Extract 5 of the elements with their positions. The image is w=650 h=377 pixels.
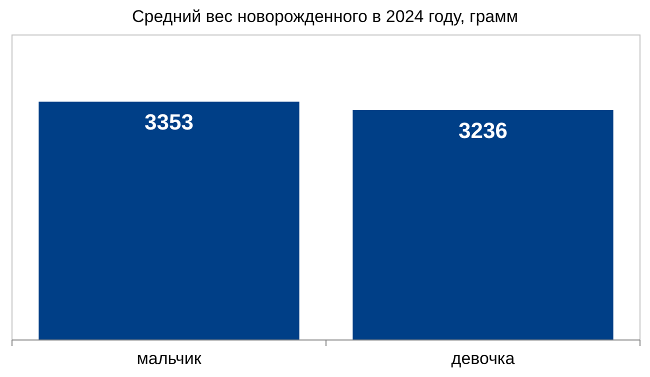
data-label: 3353 bbox=[144, 110, 194, 135]
x-tick-label: девочка bbox=[451, 349, 516, 368]
x-tick-label: мальчик bbox=[136, 349, 202, 368]
data-label: 3236 bbox=[458, 118, 508, 144]
chart-title: Средний вес новорожденного в 2024 году, грамм bbox=[132, 7, 518, 26]
